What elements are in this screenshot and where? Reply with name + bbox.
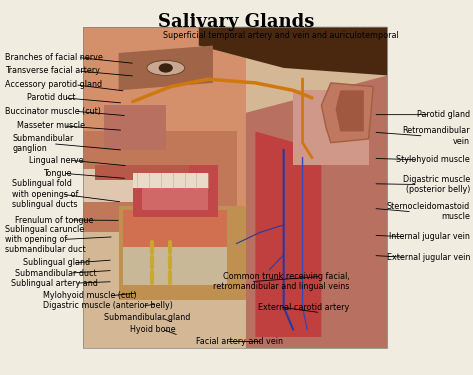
Polygon shape bbox=[119, 206, 246, 300]
Text: Sublingual caruncle
with opening of
submandibular duct: Sublingual caruncle with opening of subm… bbox=[5, 225, 86, 254]
Text: Retromandibular
vein: Retromandibular vein bbox=[403, 126, 470, 146]
Text: Parotid duct: Parotid duct bbox=[26, 93, 75, 102]
Polygon shape bbox=[83, 27, 246, 233]
Text: Stylohyoid muscle: Stylohyoid muscle bbox=[396, 155, 470, 164]
Text: Lingual nerve: Lingual nerve bbox=[29, 156, 84, 165]
Text: Branches of facial nerve: Branches of facial nerve bbox=[5, 53, 103, 62]
Text: Masseter muscle: Masseter muscle bbox=[17, 122, 85, 130]
Polygon shape bbox=[105, 105, 166, 150]
Bar bbox=[83, 27, 387, 348]
Ellipse shape bbox=[158, 63, 173, 73]
Text: External jugular vein: External jugular vein bbox=[386, 253, 470, 262]
Text: Tongue: Tongue bbox=[43, 169, 71, 178]
Polygon shape bbox=[133, 172, 208, 188]
Text: External carotid artery: External carotid artery bbox=[258, 303, 350, 312]
Polygon shape bbox=[83, 169, 199, 202]
Text: Transverse facial artery: Transverse facial artery bbox=[5, 66, 100, 75]
Text: Hyoid bone: Hyoid bone bbox=[131, 325, 176, 334]
Polygon shape bbox=[246, 75, 387, 348]
Polygon shape bbox=[83, 27, 387, 348]
Text: Facial artery and vein: Facial artery and vein bbox=[196, 337, 283, 346]
Text: Common trunk receiving facial,
retromandibular and lingual veins: Common trunk receiving facial, retromand… bbox=[213, 272, 350, 291]
Polygon shape bbox=[335, 90, 364, 132]
Text: Parotid gland: Parotid gland bbox=[417, 110, 470, 119]
Text: Accessory parotid gland: Accessory parotid gland bbox=[5, 80, 103, 89]
Text: Submandibular
ganglion: Submandibular ganglion bbox=[12, 134, 74, 153]
Polygon shape bbox=[142, 172, 208, 210]
Polygon shape bbox=[255, 132, 321, 337]
Polygon shape bbox=[123, 247, 227, 285]
Polygon shape bbox=[123, 210, 227, 285]
Polygon shape bbox=[133, 165, 218, 218]
Ellipse shape bbox=[147, 60, 184, 75]
Text: Frenulum of tongue: Frenulum of tongue bbox=[15, 216, 93, 225]
Polygon shape bbox=[83, 132, 236, 232]
Text: Internal jugular vein: Internal jugular vein bbox=[389, 232, 470, 242]
Text: Mylohyoid muscle (cut): Mylohyoid muscle (cut) bbox=[43, 291, 137, 300]
Text: Superficial temporal artery and vein and auriculotemporal: Superficial temporal artery and vein and… bbox=[163, 31, 399, 40]
Text: Sublingual gland: Sublingual gland bbox=[23, 258, 90, 267]
Text: Digastric muscle
(posterior belly): Digastric muscle (posterior belly) bbox=[403, 175, 470, 194]
Text: Sublingual fold
with openings of
sublingual ducts: Sublingual fold with openings of subling… bbox=[12, 179, 79, 209]
Text: Submandibular gland: Submandibular gland bbox=[104, 314, 190, 322]
Text: Submandibular duct: Submandibular duct bbox=[15, 268, 96, 278]
Polygon shape bbox=[95, 165, 189, 180]
Polygon shape bbox=[321, 83, 373, 142]
Polygon shape bbox=[119, 45, 213, 90]
Text: Buccinator muscle (cut): Buccinator muscle (cut) bbox=[5, 107, 101, 116]
Text: Digastric muscle (anterior belly): Digastric muscle (anterior belly) bbox=[43, 302, 173, 310]
Polygon shape bbox=[199, 27, 387, 75]
Polygon shape bbox=[293, 90, 368, 165]
Text: Salivary Glands: Salivary Glands bbox=[158, 13, 315, 31]
Text: Sternocleidomastoid
muscle: Sternocleidomastoid muscle bbox=[387, 202, 470, 222]
Text: Sublingual artery and: Sublingual artery and bbox=[11, 279, 98, 288]
